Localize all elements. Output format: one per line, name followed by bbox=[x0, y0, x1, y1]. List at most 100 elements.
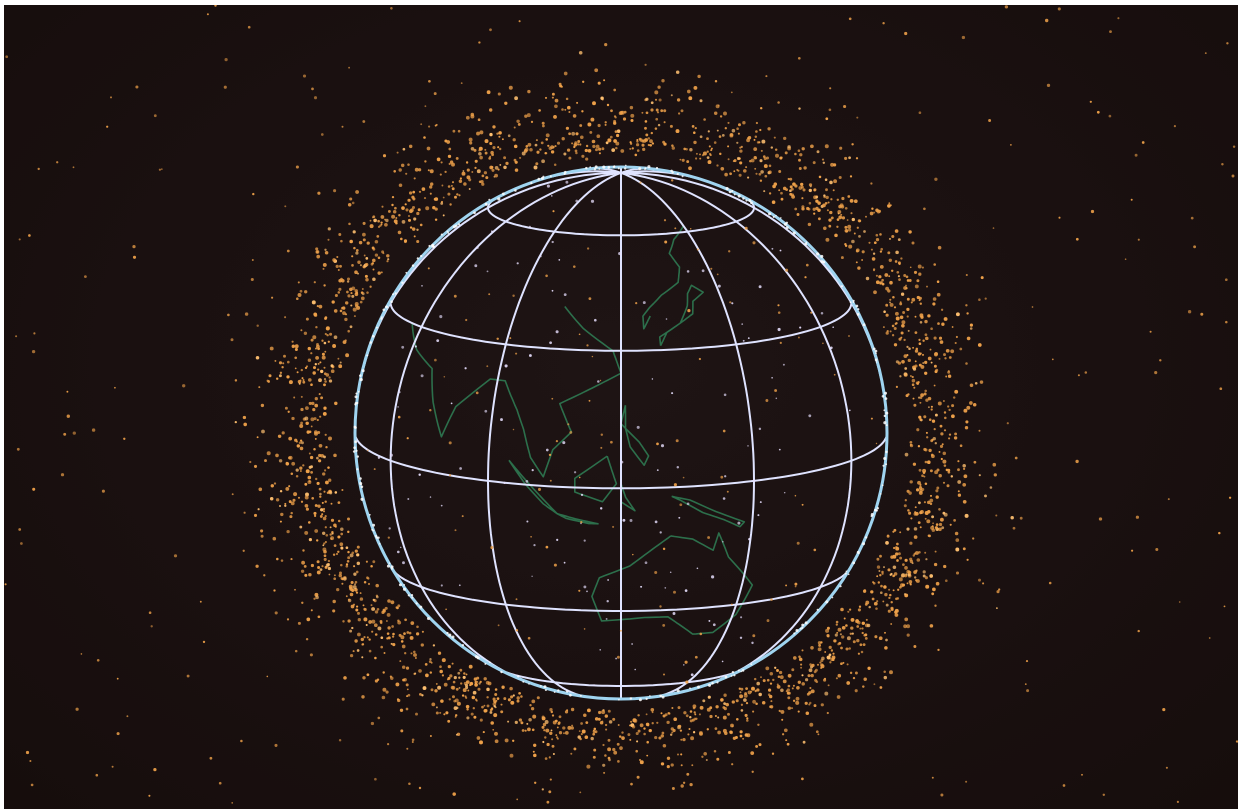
debris-dot bbox=[904, 617, 909, 622]
debris-dot bbox=[631, 147, 634, 150]
debris-dot bbox=[888, 596, 891, 600]
debris-dot bbox=[893, 546, 896, 550]
debris-dot bbox=[944, 357, 947, 360]
debris-dot bbox=[678, 724, 682, 728]
debris-dot bbox=[743, 698, 747, 702]
debris-dot bbox=[613, 119, 617, 123]
limb-dot bbox=[543, 685, 547, 689]
debris-dot bbox=[478, 152, 482, 156]
debris-dot bbox=[1098, 517, 1103, 521]
debris-dot bbox=[345, 353, 350, 358]
debris-dot bbox=[909, 541, 913, 545]
debris-dot bbox=[355, 608, 359, 612]
debris-dot bbox=[900, 331, 904, 335]
debris-dot bbox=[693, 85, 698, 90]
debris-dot bbox=[390, 7, 393, 10]
debris-dot bbox=[434, 689, 438, 693]
debris-dot bbox=[575, 151, 578, 155]
debris-dot bbox=[581, 154, 585, 158]
debris-dot bbox=[457, 671, 461, 675]
debris-dot bbox=[412, 190, 416, 194]
limb-dot bbox=[473, 211, 476, 215]
debris-dot bbox=[416, 211, 420, 216]
debris-dot bbox=[707, 130, 710, 133]
debris-dot bbox=[917, 480, 921, 485]
debris-dot bbox=[747, 445, 749, 447]
debris-dot bbox=[989, 486, 993, 489]
debris-dot bbox=[754, 689, 757, 693]
debris-dot bbox=[309, 455, 314, 460]
debris-dot bbox=[933, 384, 936, 387]
debris-dot bbox=[687, 733, 690, 736]
debris-dot bbox=[349, 592, 354, 597]
debris-dot bbox=[323, 455, 326, 459]
debris-dot bbox=[892, 565, 897, 570]
debris-dot bbox=[498, 135, 501, 138]
debris-dot bbox=[436, 157, 441, 162]
debris-dot bbox=[671, 144, 674, 147]
debris-dot bbox=[324, 526, 327, 529]
debris-dot bbox=[366, 241, 370, 245]
debris-dot bbox=[256, 324, 259, 327]
debris-dot bbox=[304, 482, 308, 486]
debris-dot bbox=[738, 173, 742, 177]
debris-dot bbox=[765, 75, 768, 78]
debris-dot bbox=[450, 184, 453, 187]
debris-dot bbox=[768, 192, 772, 195]
debris-dot bbox=[563, 561, 566, 564]
debris-dot bbox=[903, 338, 906, 342]
debris-dot bbox=[550, 710, 554, 714]
debris-dot bbox=[794, 585, 797, 588]
debris-dot bbox=[879, 574, 882, 577]
debris-dot bbox=[328, 491, 333, 495]
debris-dot bbox=[837, 209, 842, 214]
debris-dot bbox=[434, 207, 438, 211]
debris-dot bbox=[256, 436, 259, 439]
debris-dot bbox=[106, 125, 109, 128]
limb-dot bbox=[528, 683, 530, 685]
limb-dot bbox=[602, 165, 606, 169]
debris-dot bbox=[899, 315, 904, 320]
debris-dot bbox=[275, 498, 280, 502]
debris-dot bbox=[765, 399, 769, 402]
debris-dot bbox=[209, 756, 213, 760]
limb-dot bbox=[724, 675, 728, 679]
debris-dot bbox=[924, 333, 928, 337]
debris-dot bbox=[443, 713, 446, 716]
limb-dot bbox=[391, 567, 393, 570]
debris-dot bbox=[332, 599, 336, 604]
debris-dot bbox=[1219, 387, 1223, 391]
debris-dot bbox=[387, 626, 391, 630]
debris-dot bbox=[844, 242, 847, 246]
debris-dot bbox=[551, 195, 553, 197]
debris-dot bbox=[754, 157, 758, 160]
limb-dot bbox=[594, 165, 598, 169]
debris-dot bbox=[922, 339, 925, 342]
debris-dot bbox=[965, 780, 968, 783]
limb-dot bbox=[369, 341, 372, 344]
debris-dot bbox=[758, 285, 762, 289]
debris-dot bbox=[462, 170, 465, 172]
debris-dot bbox=[602, 743, 605, 747]
debris-dot bbox=[525, 480, 529, 483]
debris-dot bbox=[315, 326, 318, 329]
debris-dot bbox=[387, 743, 390, 746]
limb-dot bbox=[885, 424, 888, 427]
debris-dot bbox=[613, 139, 617, 143]
debris-dot bbox=[840, 662, 843, 666]
debris-dot bbox=[332, 609, 336, 613]
debris-dot bbox=[612, 525, 615, 528]
debris-dot bbox=[809, 663, 812, 666]
debris-dot bbox=[401, 644, 406, 649]
debris-dot bbox=[914, 331, 918, 334]
debris-dot bbox=[313, 96, 318, 100]
limb-dot bbox=[366, 354, 369, 357]
debris-dot bbox=[466, 175, 471, 180]
debris-dot bbox=[779, 675, 784, 680]
debris-dot bbox=[469, 683, 472, 687]
debris-dot bbox=[530, 535, 532, 538]
debris-dot bbox=[928, 418, 932, 421]
debris-dot bbox=[715, 705, 719, 709]
debris-dot bbox=[660, 444, 665, 448]
debris-dot bbox=[739, 149, 743, 153]
